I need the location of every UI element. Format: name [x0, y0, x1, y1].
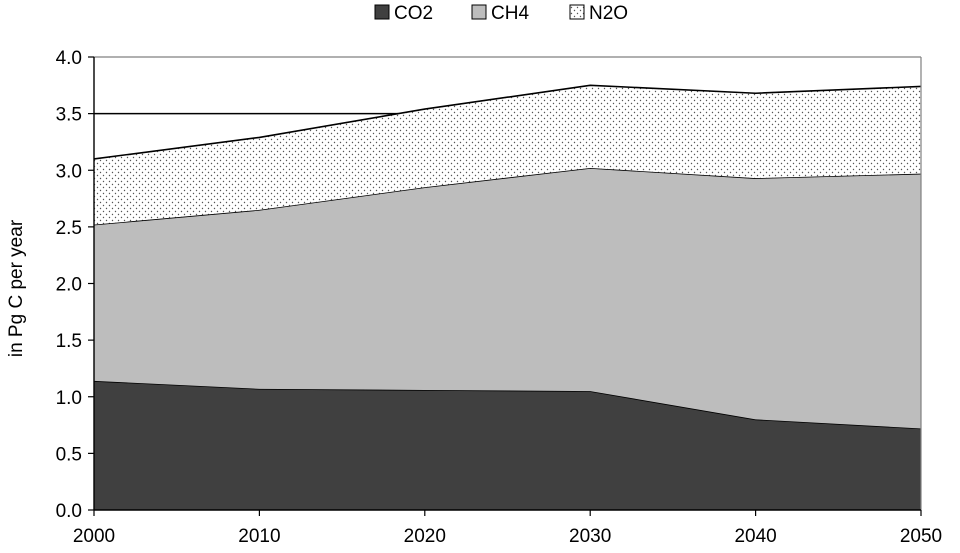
- y-tick-label: 1.5: [56, 331, 82, 352]
- area-ch4: [94, 167, 921, 429]
- legend-swatch-co2: [374, 4, 390, 20]
- series-line-n2o: [93, 84, 922, 160]
- y-tick-label: 0.0: [56, 501, 82, 522]
- legend-swatch-n2o: [569, 4, 585, 20]
- y-tick-label: 2.0: [56, 275, 82, 296]
- x-tick-label: 2050: [900, 526, 942, 547]
- y-tick-label: 1.0: [56, 388, 82, 409]
- y-tick-label: 0.5: [56, 444, 82, 465]
- x-tick-label: 2010: [238, 526, 280, 547]
- legend-label-ch4: CH4: [491, 3, 529, 24]
- y-axis-title: in Pg C per year: [6, 219, 27, 357]
- x-tick-label: 2030: [569, 526, 611, 547]
- x-tick-label: 2000: [73, 526, 115, 547]
- area-co2: [94, 380, 921, 510]
- y-tick-label: 2.5: [56, 218, 82, 239]
- legend-label-n2o: N2O: [589, 3, 628, 24]
- legend-swatch-ch4: [471, 4, 487, 20]
- x-tick-label: 2020: [404, 526, 446, 547]
- area-n2o: [94, 85, 921, 225]
- y-tick-label: 4.0: [56, 48, 82, 69]
- legend-label-co2: CO2: [394, 3, 433, 24]
- y-tick-label: 3.5: [56, 105, 82, 126]
- x-tick-label: 2040: [734, 526, 776, 547]
- y-tick-label: 3.0: [56, 161, 82, 182]
